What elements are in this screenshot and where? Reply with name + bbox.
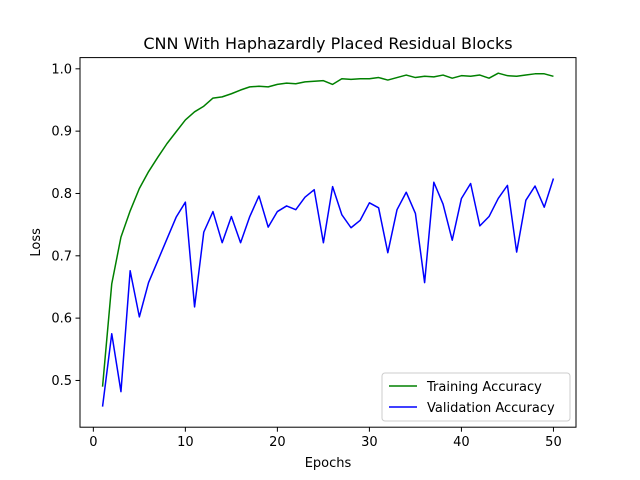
y-axis-label: Loss [29,228,44,257]
x-tick-label: 30 [361,435,378,450]
x-tick-label: 0 [89,435,97,450]
x-tick-label: 20 [269,435,286,450]
y-axis-ticks: 0.5 0.6 0.7 0.8 0.9 1.0 [51,62,80,389]
y-tick-label: 0.8 [51,187,72,202]
chart-title: CNN With Haphazardly Placed Residual Blo… [143,34,512,53]
x-tick-label: 50 [545,435,562,450]
x-tick-label: 40 [453,435,470,450]
series-line-training-accuracy [101,72,554,387]
x-axis-label: Epochs [305,456,352,471]
legend-label-validation-accuracy: Validation Accuracy [427,401,555,416]
y-tick-label: 0.6 [51,312,72,327]
legend: Training Accuracy Validation Accuracy [381,372,571,422]
y-tick-label: 0.9 [51,125,72,140]
legend-box [381,372,571,422]
y-tick-label: 0.5 [51,374,72,389]
x-axis-ticks: 0 10 20 30 40 50 [89,427,562,450]
plot-lines [101,72,555,407]
x-tick-label: 10 [177,435,194,450]
series-line-validation-accuracy [101,178,555,407]
legend-label-training-accuracy: Training Accuracy [426,380,542,395]
y-tick-label: 0.7 [51,249,72,264]
plot-frame [79,57,577,428]
y-tick-label: 1.0 [51,62,72,77]
